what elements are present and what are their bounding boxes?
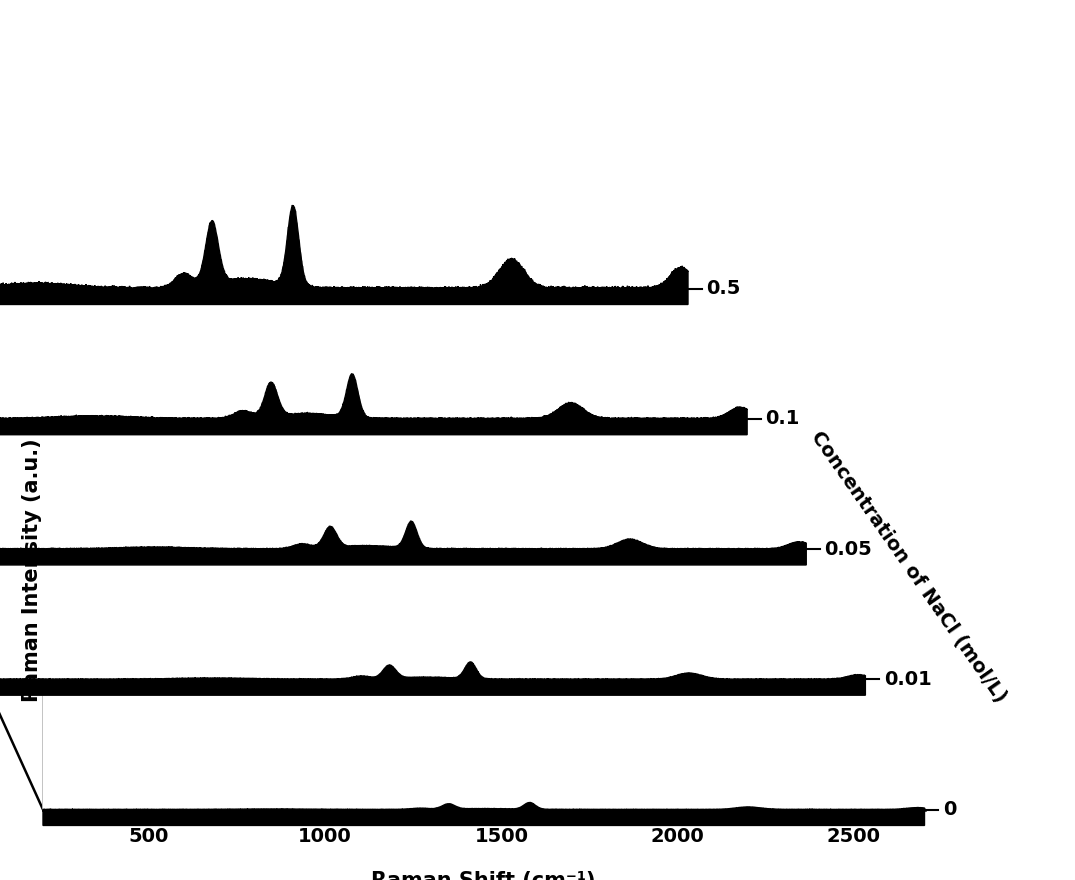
Text: 0.05: 0.05: [825, 539, 872, 559]
Text: 0.5: 0.5: [706, 279, 741, 298]
Text: 0: 0: [943, 800, 956, 819]
Polygon shape: [0, 268, 747, 419]
Text: Raman Intensity (a.u.): Raman Intensity (a.u.): [23, 438, 42, 702]
Polygon shape: [0, 399, 806, 549]
Text: 2000: 2000: [650, 827, 704, 847]
Polygon shape: [43, 659, 924, 810]
Text: 1000: 1000: [298, 827, 352, 847]
Polygon shape: [0, 138, 688, 289]
Polygon shape: [43, 803, 924, 825]
Text: 500: 500: [129, 827, 169, 847]
Text: 2500: 2500: [827, 827, 882, 847]
Text: 0.1: 0.1: [765, 409, 800, 429]
Text: 0.01: 0.01: [884, 670, 931, 689]
Polygon shape: [0, 529, 865, 679]
Text: Raman Shift (cm⁻¹): Raman Shift (cm⁻¹): [372, 871, 596, 880]
Text: Concentration of NaCl (mol/L): Concentration of NaCl (mol/L): [807, 428, 1009, 706]
Polygon shape: [0, 374, 747, 435]
Polygon shape: [0, 205, 688, 304]
Text: 1500: 1500: [474, 827, 529, 847]
Polygon shape: [0, 521, 806, 565]
Polygon shape: [0, 662, 865, 695]
